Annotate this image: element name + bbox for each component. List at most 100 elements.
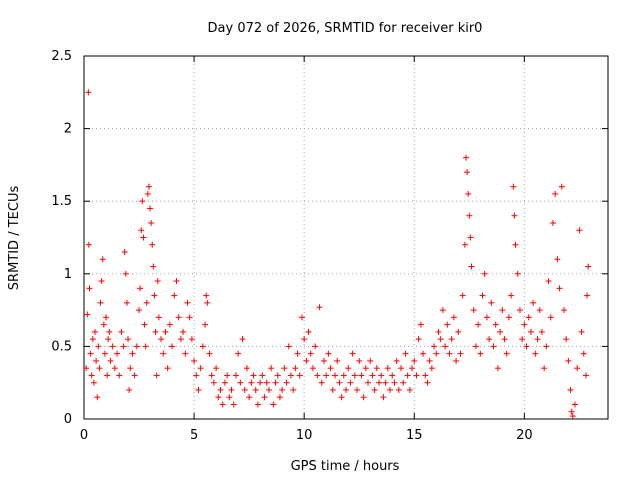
data-point bbox=[376, 379, 383, 386]
data-point bbox=[400, 379, 407, 386]
data-point bbox=[281, 365, 288, 372]
data-point bbox=[494, 365, 501, 372]
data-point bbox=[261, 394, 268, 401]
data-point bbox=[199, 343, 206, 350]
data-point bbox=[121, 249, 128, 256]
data-point bbox=[166, 321, 173, 328]
x-axis-label: GPS time / hours bbox=[291, 459, 400, 474]
data-point bbox=[545, 278, 552, 285]
data-point bbox=[107, 357, 114, 364]
data-point bbox=[448, 336, 455, 343]
data-point bbox=[338, 394, 345, 401]
x-tick-label: 5 bbox=[190, 428, 198, 443]
data-point bbox=[279, 386, 286, 393]
x-tick-label: 10 bbox=[296, 428, 313, 443]
data-point bbox=[580, 350, 587, 357]
data-point bbox=[118, 328, 125, 335]
data-point bbox=[349, 350, 356, 357]
data-point bbox=[270, 401, 277, 408]
data-point bbox=[543, 343, 550, 350]
data-point bbox=[547, 314, 554, 321]
data-point bbox=[475, 321, 482, 328]
data-point bbox=[467, 234, 474, 241]
data-point bbox=[285, 343, 292, 350]
data-point bbox=[150, 263, 157, 270]
data-point bbox=[298, 314, 305, 321]
data-point bbox=[230, 401, 237, 408]
data-point bbox=[514, 270, 521, 277]
data-point bbox=[149, 241, 156, 248]
data-point bbox=[490, 343, 497, 350]
data-point bbox=[292, 365, 299, 372]
data-point bbox=[582, 372, 589, 379]
data-point bbox=[228, 386, 235, 393]
data-point bbox=[217, 386, 224, 393]
y-tick-label: 0 bbox=[64, 412, 72, 427]
data-point bbox=[171, 292, 178, 299]
data-point bbox=[133, 343, 140, 350]
data-point bbox=[85, 89, 92, 96]
data-point bbox=[136, 307, 143, 314]
data-point bbox=[354, 386, 361, 393]
data-point bbox=[455, 328, 462, 335]
data-point bbox=[404, 372, 411, 379]
data-point bbox=[428, 365, 435, 372]
data-point bbox=[195, 386, 202, 393]
data-point bbox=[116, 372, 123, 379]
data-point bbox=[512, 241, 519, 248]
data-point bbox=[356, 357, 363, 364]
data-point bbox=[265, 386, 272, 393]
data-point bbox=[191, 357, 198, 364]
data-point bbox=[569, 413, 576, 420]
data-point bbox=[250, 372, 257, 379]
data-point bbox=[144, 190, 151, 197]
data-point bbox=[511, 212, 518, 219]
data-point bbox=[92, 328, 99, 335]
data-point bbox=[415, 336, 422, 343]
data-point bbox=[210, 379, 217, 386]
data-point bbox=[307, 350, 314, 357]
data-point bbox=[549, 219, 556, 226]
data-point bbox=[213, 365, 220, 372]
data-point bbox=[316, 304, 323, 311]
data-point bbox=[215, 394, 222, 401]
data-point bbox=[162, 328, 169, 335]
data-point bbox=[464, 169, 471, 176]
data-point bbox=[125, 336, 132, 343]
data-point bbox=[327, 365, 334, 372]
data-point bbox=[329, 386, 336, 393]
data-point bbox=[532, 350, 539, 357]
data-point bbox=[382, 379, 389, 386]
data-point bbox=[123, 299, 130, 306]
data-point bbox=[259, 372, 266, 379]
data-point bbox=[104, 372, 111, 379]
data-point bbox=[431, 343, 438, 350]
y-tick-label: 1.5 bbox=[51, 194, 72, 209]
data-point bbox=[472, 343, 479, 350]
data-point bbox=[358, 372, 365, 379]
data-point bbox=[109, 343, 116, 350]
data-point bbox=[521, 321, 528, 328]
data-point bbox=[274, 372, 281, 379]
data-point bbox=[182, 350, 189, 357]
data-point bbox=[120, 343, 127, 350]
data-point bbox=[402, 350, 409, 357]
data-point bbox=[219, 401, 226, 408]
data-point bbox=[523, 343, 530, 350]
data-points bbox=[83, 89, 592, 420]
data-point bbox=[323, 372, 330, 379]
data-point bbox=[393, 357, 400, 364]
data-point bbox=[336, 379, 343, 386]
data-point bbox=[554, 256, 561, 263]
data-point bbox=[294, 350, 301, 357]
data-point bbox=[98, 278, 105, 285]
data-point bbox=[409, 365, 416, 372]
data-point bbox=[508, 292, 515, 299]
data-point bbox=[246, 394, 253, 401]
data-point bbox=[505, 314, 512, 321]
grid-layer bbox=[84, 56, 608, 419]
data-point bbox=[470, 307, 477, 314]
data-point bbox=[148, 219, 155, 226]
data-point bbox=[411, 357, 418, 364]
